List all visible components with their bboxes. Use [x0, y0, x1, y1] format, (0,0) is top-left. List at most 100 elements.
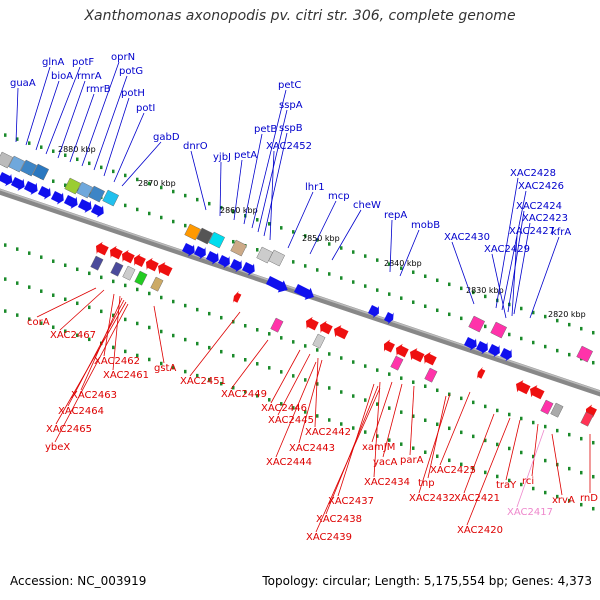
reverse-gene-arrow[interactable] [421, 350, 438, 367]
gene-box[interactable] [468, 315, 486, 333]
gene-box[interactable] [184, 223, 202, 241]
forward-gene-arrow[interactable] [77, 197, 95, 215]
gene-box[interactable] [64, 177, 82, 195]
reverse-gene-arrow[interactable] [143, 256, 160, 273]
gene-label-reverse[interactable]: XAC2417 [507, 507, 553, 518]
gene-box[interactable] [110, 261, 124, 277]
gene-box[interactable] [134, 270, 148, 286]
gene-label-forward[interactable]: petA [234, 150, 257, 161]
gene-box[interactable] [196, 227, 214, 245]
reverse-gene-arrow[interactable] [317, 319, 334, 336]
gene-label-reverse[interactable]: XAC2445 [268, 415, 314, 426]
gene-box[interactable] [208, 231, 226, 249]
gene-label-reverse[interactable]: XAC2444 [266, 457, 312, 468]
reverse-gene-arrow[interactable] [331, 323, 350, 341]
reverse-gene-arrow[interactable] [393, 342, 410, 359]
gene-label-forward[interactable]: lhr1 [305, 182, 325, 193]
gene-label-forward[interactable]: dnrO [183, 141, 208, 152]
gene-box[interactable] [576, 345, 594, 363]
reverse-gene-arrow[interactable] [527, 383, 546, 401]
gene-label-forward[interactable]: sspA [279, 100, 303, 111]
gene-label-forward[interactable]: petB [254, 124, 277, 135]
gene-label-reverse[interactable]: XAC2467 [50, 330, 96, 341]
forward-gene-arrow[interactable] [383, 310, 396, 326]
gene-label-reverse[interactable]: rnD [580, 493, 598, 504]
gene-label-forward[interactable]: potG [119, 66, 143, 77]
gene-label-forward[interactable]: glnA [42, 57, 64, 68]
gene-box[interactable] [20, 159, 38, 177]
reverse-gene-arrow[interactable] [407, 346, 426, 364]
forward-gene-arrow[interactable] [37, 184, 54, 201]
reverse-gene-arrow[interactable] [131, 252, 147, 269]
gene-label-reverse[interactable]: tnp [418, 478, 435, 489]
gene-label-reverse[interactable]: XAC2451 [180, 376, 226, 387]
gene-box[interactable] [102, 189, 120, 207]
gene-label-forward[interactable]: XAC2424 [516, 201, 562, 212]
gene-label-forward[interactable]: bioA [51, 71, 73, 82]
gene-label-reverse[interactable]: XAC2443 [289, 443, 335, 454]
reverse-gene-arrow[interactable] [231, 290, 242, 305]
gene-label-forward[interactable]: repA [384, 210, 407, 221]
forward-gene-arrow[interactable] [475, 339, 491, 356]
gene-box[interactable] [424, 367, 438, 383]
gene-label-forward[interactable]: XAC2430 [444, 232, 490, 243]
gene-box[interactable] [540, 399, 554, 415]
reverse-gene-arrow[interactable] [475, 366, 486, 381]
reverse-gene-arrow[interactable] [107, 244, 124, 261]
reverse-gene-arrow[interactable] [155, 260, 174, 278]
forward-gene-arrow[interactable] [217, 253, 233, 270]
gene-label-reverse[interactable]: XAC2461 [103, 370, 149, 381]
gene-label-reverse[interactable]: XAC2462 [94, 356, 140, 367]
gene-label-reverse[interactable]: XAC2464 [58, 406, 104, 417]
gene-label-forward[interactable]: kfrA [551, 227, 571, 238]
forward-gene-arrow[interactable] [181, 241, 198, 258]
gene-label-reverse[interactable]: XAC2434 [364, 477, 410, 488]
forward-gene-arrow[interactable] [0, 170, 16, 188]
gene-label-reverse[interactable]: ybeX [45, 442, 70, 453]
gene-label-reverse[interactable]: xrvA [552, 495, 575, 506]
forward-gene-arrow[interactable] [463, 335, 480, 352]
gene-label-forward[interactable]: cheW [353, 200, 381, 211]
gene-label-forward[interactable]: XAC2429 [484, 244, 530, 255]
gene-box[interactable] [150, 276, 164, 292]
forward-gene-arrow[interactable] [10, 175, 28, 193]
gene-label-forward[interactable]: XAC2452 [266, 141, 312, 152]
gene-box[interactable] [76, 181, 94, 199]
gene-label-forward[interactable]: potI [136, 103, 155, 114]
reverse-gene-arrow[interactable] [513, 378, 532, 396]
gene-label-forward[interactable]: guaA [10, 78, 36, 89]
gene-box[interactable] [88, 185, 106, 203]
gene-label-reverse[interactable]: corA [27, 317, 50, 328]
gene-label-reverse[interactable]: XAC2463 [71, 390, 117, 401]
forward-gene-arrow[interactable] [205, 249, 222, 266]
gene-label-reverse[interactable]: yacA [373, 457, 398, 468]
gene-label-forward[interactable]: mcp [328, 191, 350, 202]
gene-label-forward[interactable]: sspB [279, 123, 303, 134]
gene-box[interactable] [8, 155, 26, 173]
gene-label-reverse[interactable]: XAC2438 [316, 514, 362, 525]
gene-label-reverse[interactable]: rci [522, 476, 534, 487]
forward-gene-arrow[interactable] [265, 274, 291, 296]
gene-label-reverse[interactable]: parA [400, 455, 424, 466]
forward-gene-arrow[interactable] [293, 282, 317, 303]
reverse-gene-arrow[interactable] [381, 338, 396, 355]
gene-box[interactable] [32, 163, 50, 181]
gene-label-reverse[interactable]: XAC2432 [409, 493, 455, 504]
gene-label-forward[interactable]: oprN [111, 52, 135, 63]
gene-box[interactable] [312, 333, 326, 349]
forward-gene-arrow[interactable] [367, 303, 382, 320]
reverse-gene-arrow[interactable] [93, 240, 110, 257]
gene-label-reverse[interactable]: XAC2442 [305, 427, 351, 438]
gene-label-forward[interactable]: XAC2427 [509, 226, 555, 237]
gene-label-reverse[interactable]: XAC2425 [430, 465, 476, 476]
forward-gene-arrow[interactable] [23, 179, 41, 197]
gene-box[interactable] [122, 265, 136, 281]
forward-gene-arrow[interactable] [241, 260, 258, 277]
gene-box[interactable] [90, 255, 104, 271]
forward-gene-arrow[interactable] [63, 193, 81, 211]
gene-label-forward[interactable]: mobB [411, 220, 440, 231]
gene-label-reverse[interactable]: xamJM [362, 442, 395, 453]
forward-gene-arrow[interactable] [50, 189, 67, 206]
gene-label-forward[interactable]: XAC2428 [510, 168, 556, 179]
gene-label-reverse[interactable]: traY [496, 480, 517, 491]
